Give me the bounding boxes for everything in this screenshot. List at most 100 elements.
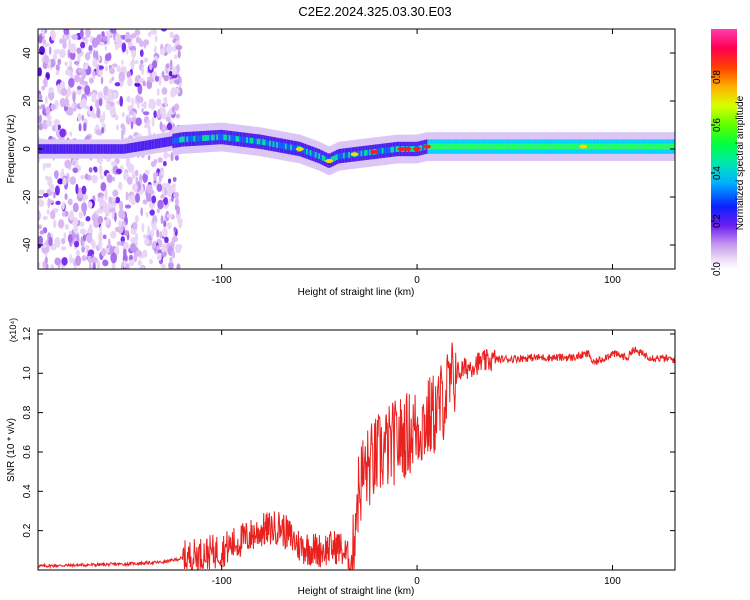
noise-blob xyxy=(97,208,102,214)
noise-blob xyxy=(126,263,130,269)
ridge-inner xyxy=(258,138,261,145)
noise-blob xyxy=(57,178,64,185)
noise-blob xyxy=(158,75,162,86)
ridge-hotspot xyxy=(413,147,422,151)
ridge-inner xyxy=(265,140,268,146)
ridge-inner xyxy=(652,143,655,150)
noise-blob xyxy=(140,207,143,217)
ridge-inner xyxy=(473,143,476,150)
noise-blob xyxy=(76,47,82,54)
ridge-inner xyxy=(520,143,523,150)
noise-blob xyxy=(88,50,93,55)
noise-blob xyxy=(110,161,118,167)
noise-blob xyxy=(81,185,87,195)
noise-blob xyxy=(40,104,46,110)
ridge-inner xyxy=(323,155,326,162)
ridge-inner xyxy=(422,144,425,151)
ridge-inner xyxy=(284,143,288,150)
ridge-core xyxy=(61,144,64,154)
noise-blob xyxy=(104,45,108,51)
ridge-inner xyxy=(650,143,653,150)
noise-blob xyxy=(45,263,49,269)
noise-blob xyxy=(55,70,60,76)
noise-blob xyxy=(163,197,169,206)
ridge-core xyxy=(89,144,92,154)
ridge-inner xyxy=(587,143,590,150)
noise-blob xyxy=(127,76,133,87)
noise-blob xyxy=(96,63,100,75)
ridge-inner xyxy=(617,143,620,150)
ridge-inner xyxy=(603,143,606,150)
noise-blob xyxy=(156,208,160,214)
ridge-inner xyxy=(527,143,530,150)
snr-y-tick-label: 0.2 xyxy=(22,523,33,537)
ridge-core xyxy=(68,144,71,154)
ridge-inner xyxy=(390,146,393,153)
ridge-inner xyxy=(202,135,205,142)
snr-x-label: Height of straight line (km) xyxy=(298,586,415,597)
noise-blob xyxy=(111,261,116,269)
ridge-core xyxy=(138,141,142,152)
noise-blob xyxy=(65,109,73,116)
noise-blob xyxy=(147,31,152,38)
noise-blob xyxy=(48,90,55,101)
noise-blob xyxy=(41,85,46,91)
noise-blob xyxy=(101,248,107,257)
noise-blob xyxy=(82,98,87,108)
noise-blob xyxy=(84,52,91,61)
ridge-inner xyxy=(624,143,627,150)
noise-blob xyxy=(175,197,180,206)
noise-blob xyxy=(84,173,89,180)
noise-blob xyxy=(73,74,81,83)
noise-blob xyxy=(123,259,127,269)
noise-blob xyxy=(175,44,183,51)
ridge-inner xyxy=(344,152,347,159)
noise-blob xyxy=(107,88,114,100)
ridge-core xyxy=(82,144,85,154)
noise-blob xyxy=(45,106,51,116)
noise-blob xyxy=(92,58,98,68)
noise-blob xyxy=(97,215,104,224)
ridge-inner xyxy=(348,152,351,158)
noise-blob xyxy=(129,259,135,267)
noise-blob xyxy=(100,76,104,85)
noise-blob xyxy=(63,232,67,239)
ridge-inner xyxy=(450,143,453,150)
noise-blob xyxy=(145,212,149,218)
noise-blob xyxy=(81,114,85,121)
ridge-inner xyxy=(272,141,275,148)
colorbar-tick-label: 0.0 xyxy=(712,262,723,276)
ridge-inner xyxy=(232,135,235,142)
noise-blob xyxy=(67,86,71,97)
ridge-inner xyxy=(589,143,592,150)
noise-blob xyxy=(137,103,140,109)
colorbar-tick-label: 0.6 xyxy=(712,118,723,132)
ridge-inner xyxy=(211,134,214,141)
snr-x-tick-label: 0 xyxy=(414,576,420,587)
ridge-inner xyxy=(439,143,442,150)
ridge-inner xyxy=(288,144,291,150)
noise-blob xyxy=(91,92,97,103)
noise-blob xyxy=(109,78,113,84)
ridge-core xyxy=(51,144,54,154)
noise-blob xyxy=(43,54,50,64)
noise-blob xyxy=(161,112,167,120)
ridge-inner xyxy=(441,143,444,150)
ridge-core xyxy=(142,141,145,151)
noise-blob xyxy=(85,216,91,222)
ridge-inner xyxy=(529,143,532,150)
ridge-inner xyxy=(631,143,634,150)
noise-blob xyxy=(38,93,43,102)
noise-blob xyxy=(91,37,99,49)
noise-blob xyxy=(120,236,126,243)
ridge-inner xyxy=(432,143,435,150)
noise-blob xyxy=(174,79,181,85)
ridge-core xyxy=(103,144,107,154)
ridge-core xyxy=(156,138,159,149)
figure-title: C2E2.2024.325.03.30.E03 xyxy=(298,4,451,19)
noise-blob xyxy=(147,155,151,161)
noise-blob xyxy=(97,91,104,102)
noise-blob xyxy=(160,169,164,176)
ridge-inner xyxy=(608,143,611,150)
noise-blob xyxy=(69,176,77,185)
